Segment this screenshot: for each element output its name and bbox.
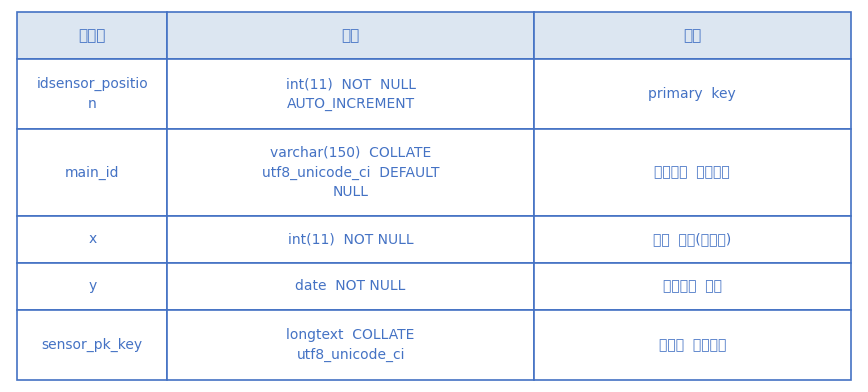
Text: 센서의  고유번호: 센서의 고유번호 — [659, 338, 726, 352]
Text: 층의  위치(부모층): 층의 위치(부모층) — [654, 232, 732, 246]
Bar — [534, 129, 851, 216]
Text: int(11)  NOT NULL: int(11) NOT NULL — [288, 232, 413, 246]
Text: 업데이트  시간: 업데이트 시간 — [663, 279, 722, 293]
Bar — [168, 59, 534, 129]
Bar — [534, 216, 851, 263]
Text: idsensor_positio
n: idsensor_positio n — [36, 77, 148, 111]
Bar — [168, 216, 534, 263]
Bar — [17, 263, 168, 310]
Bar — [168, 12, 534, 59]
Text: y: y — [89, 279, 96, 293]
Text: main_id: main_id — [65, 165, 120, 180]
Bar — [534, 12, 851, 59]
Text: 목적: 목적 — [683, 28, 701, 43]
Bar — [534, 59, 851, 129]
Bar — [534, 263, 851, 310]
Text: 정의: 정의 — [341, 28, 360, 43]
Bar — [168, 129, 534, 216]
Bar — [17, 59, 168, 129]
Bar — [17, 12, 168, 59]
Text: 컬럼명: 컬럼명 — [79, 28, 106, 43]
Text: x: x — [89, 232, 96, 246]
Text: primary  key: primary key — [648, 87, 736, 101]
Bar — [17, 216, 168, 263]
Text: sensor_pk_key: sensor_pk_key — [42, 338, 143, 352]
Bar — [168, 263, 534, 310]
Text: 해당층의  그림경로: 해당층의 그림경로 — [654, 165, 730, 180]
Text: varchar(150)  COLLATE
utf8_unicode_ci  DEFAULT
NULL: varchar(150) COLLATE utf8_unicode_ci DEF… — [262, 146, 439, 199]
Text: longtext  COLLATE
utf8_unicode_ci: longtext COLLATE utf8_unicode_ci — [286, 328, 415, 362]
Bar — [534, 310, 851, 380]
Text: date  NOT NULL: date NOT NULL — [295, 279, 406, 293]
Text: int(11)  NOT  NULL
AUTO_INCREMENT: int(11) NOT NULL AUTO_INCREMENT — [286, 77, 416, 111]
Bar — [168, 310, 534, 380]
Bar — [17, 310, 168, 380]
Bar — [17, 129, 168, 216]
